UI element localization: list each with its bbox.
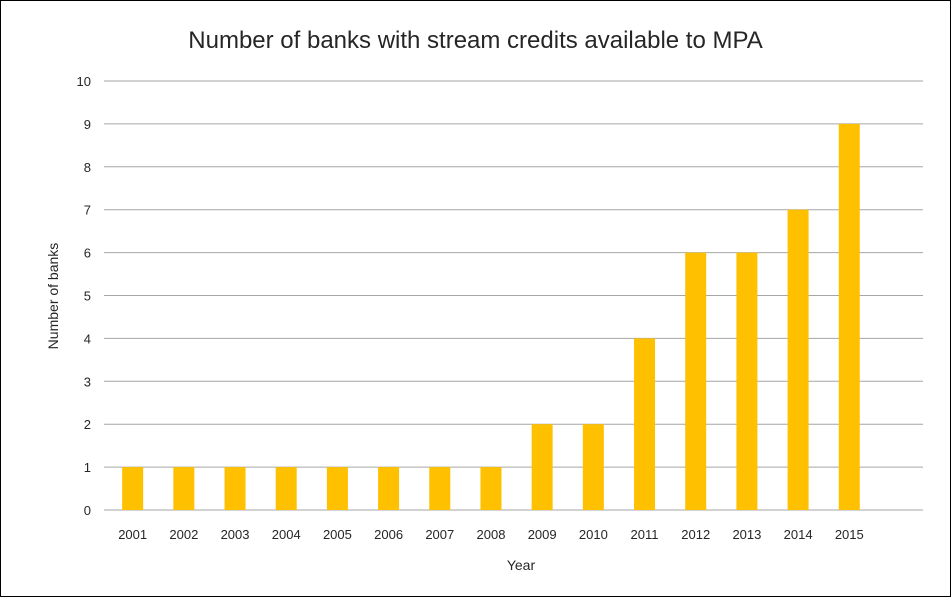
- y-tick-label: 6: [84, 246, 91, 261]
- y-tick-label: 2: [84, 417, 91, 432]
- x-tick-label: 2009: [528, 527, 557, 542]
- bar-2014: [787, 209, 809, 510]
- x-tick-label: 2013: [732, 527, 761, 542]
- bar-2011: [634, 338, 656, 510]
- bar-2006: [378, 467, 400, 510]
- bar-2009: [531, 424, 553, 510]
- y-tick-label: 9: [84, 117, 91, 132]
- y-tick-label: 1: [84, 460, 91, 475]
- bar-2010: [582, 424, 604, 510]
- bar-2008: [480, 467, 502, 510]
- y-tick-label: 5: [84, 289, 91, 304]
- x-tick-label: 2007: [425, 527, 454, 542]
- bar-2013: [736, 252, 758, 510]
- x-tick-label: 2004: [272, 527, 301, 542]
- y-tick-labels: 0 1 2 3 4 5 6 7 8 9 10: [77, 74, 91, 518]
- y-tick-label: 3: [84, 374, 91, 389]
- x-tick-label: 2014: [784, 527, 813, 542]
- y-tick-label: 0: [84, 503, 91, 518]
- bar-2002: [173, 467, 195, 510]
- bar-2001: [122, 467, 144, 510]
- y-axis-title: Number of banks: [45, 243, 61, 350]
- bar-2015: [838, 123, 860, 511]
- x-axis-title: Year: [507, 557, 536, 573]
- bar-2004: [275, 467, 297, 510]
- x-tick-label: 2015: [835, 527, 864, 542]
- bar-2007: [429, 467, 451, 510]
- y-tick-label: 8: [84, 160, 91, 175]
- x-tick-label: 2003: [221, 527, 250, 542]
- y-tick-label: 7: [84, 203, 91, 218]
- bar-2005: [326, 467, 348, 510]
- chart-title: Number of banks with stream credits avai…: [188, 27, 763, 54]
- y-tick-label: 4: [84, 331, 91, 346]
- bars: [122, 123, 860, 511]
- x-tick-label: 2011: [631, 527, 659, 542]
- x-tick-label: 2008: [477, 527, 506, 542]
- x-tick-label: 2010: [579, 527, 608, 542]
- x-tick-labels: 2001 2002 2003 2004 2005 2006 2007 2008 2009 2010…: [118, 527, 864, 542]
- y-tick-label: 10: [77, 74, 91, 89]
- x-tick-label: 2005: [323, 527, 352, 542]
- x-tick-label: 2012: [681, 527, 710, 542]
- gridlines: [104, 80, 923, 511]
- x-tick-label: 2001: [118, 527, 147, 542]
- x-tick-label: 2002: [169, 527, 198, 542]
- x-tick-label: 2006: [374, 527, 403, 542]
- bar-2003: [224, 467, 246, 510]
- bar-2012: [685, 252, 707, 510]
